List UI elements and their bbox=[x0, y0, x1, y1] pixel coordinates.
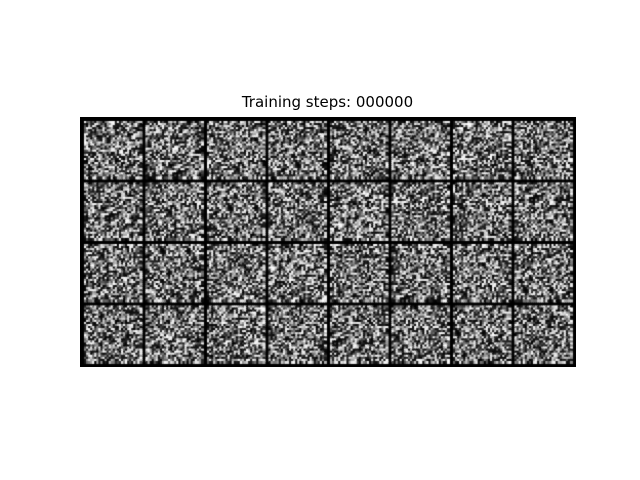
figure-title: Training steps: 000000 bbox=[241, 93, 414, 111]
noise-grid-canvas bbox=[80, 117, 576, 367]
sample-grid-image bbox=[80, 117, 576, 367]
